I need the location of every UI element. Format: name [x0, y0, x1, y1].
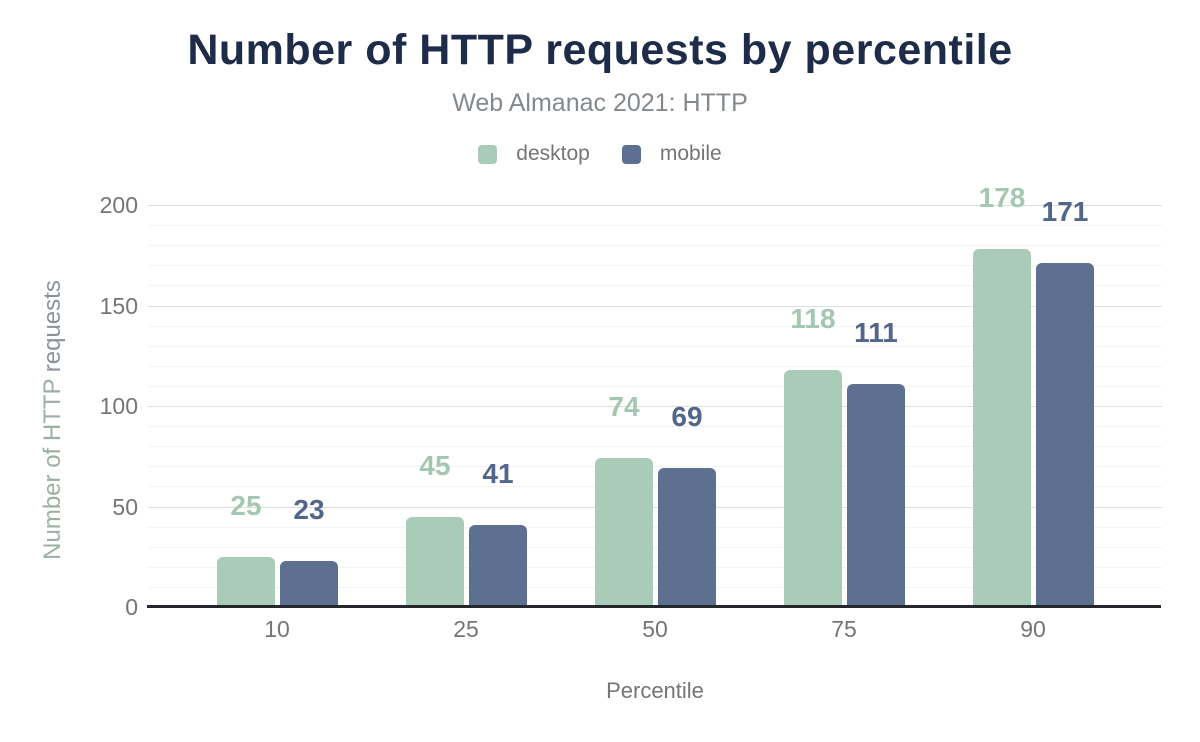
x-tick-label: 25	[453, 616, 479, 642]
value-label-desktop-p90: 178	[978, 182, 1026, 213]
mobile-swatch-icon	[621, 144, 641, 164]
gridline-minor	[148, 365, 1162, 367]
gridline-minor	[148, 285, 1162, 287]
bar-mobile-p25	[469, 525, 527, 607]
gridline-minor	[148, 526, 1162, 528]
y-tick-label: 50	[112, 493, 138, 520]
value-label-mobile-p50: 69	[671, 401, 703, 432]
value-label-desktop-p50: 74	[608, 391, 640, 422]
gridline-minor	[148, 566, 1162, 568]
gridline-minor	[148, 245, 1162, 247]
gridline-minor	[148, 426, 1162, 428]
gridline-minor	[148, 466, 1162, 468]
value-label-desktop-p10: 25	[230, 490, 262, 521]
value-label-mobile-p75: 111	[854, 317, 898, 348]
gridline-minor	[148, 446, 1162, 448]
bar-desktop-p50	[595, 458, 653, 607]
desktop-swatch-icon	[478, 144, 498, 164]
x-tick-label: 90	[1020, 616, 1046, 642]
x-axis-title: Percentile	[606, 678, 704, 703]
bar-desktop-p25	[406, 517, 464, 607]
gridline-minor	[148, 325, 1162, 327]
gridline-minor	[148, 546, 1162, 548]
legend-item-mobile: mobile	[621, 142, 722, 166]
y-tick-label: 0	[125, 594, 138, 620]
value-label-mobile-p25: 41	[482, 458, 514, 489]
bar-mobile-p90	[1036, 263, 1094, 607]
legend-label-mobile: mobile	[659, 142, 722, 165]
legend-item-desktop: desktop	[478, 142, 590, 166]
x-axis-baseline	[147, 605, 1161, 608]
gridline-minor	[148, 486, 1162, 488]
value-label-mobile-p90: 171	[1041, 196, 1089, 227]
gridline-minor	[148, 586, 1162, 588]
gridline-minor	[148, 265, 1162, 267]
value-label-desktop-p25: 45	[419, 450, 451, 481]
bar-mobile-p10	[280, 561, 338, 607]
y-tick-label: 200	[99, 192, 138, 218]
chart-legend: desktop mobile	[0, 139, 1200, 169]
gridline-minor	[148, 385, 1162, 387]
gridline-major	[148, 305, 1162, 307]
value-label-mobile-p10: 23	[293, 494, 325, 525]
chart-subtitle: Web Almanac 2021: HTTP	[452, 89, 748, 117]
x-tick-label: 10	[264, 616, 290, 642]
legend-label-desktop: desktop	[516, 142, 590, 165]
y-tick-label: 150	[99, 292, 138, 319]
x-tick-label: 50	[642, 616, 668, 642]
gridline-minor	[148, 345, 1162, 347]
bar-desktop-p90	[973, 249, 1031, 607]
y-tick-label: 100	[99, 393, 138, 419]
gridline-major	[148, 506, 1162, 508]
chart-title: Number of HTTP requests by percentile	[187, 26, 1013, 74]
bar-desktop-p75	[784, 370, 842, 607]
bar-mobile-p50	[658, 468, 716, 607]
value-label-desktop-p75: 118	[790, 303, 836, 334]
gridline-major	[148, 205, 1162, 206]
gridline-minor	[148, 225, 1162, 227]
bar-desktop-p10	[217, 557, 275, 607]
gridline-major	[148, 406, 1162, 407]
bar-mobile-p75	[847, 384, 905, 607]
x-tick-label: 75	[831, 616, 857, 642]
